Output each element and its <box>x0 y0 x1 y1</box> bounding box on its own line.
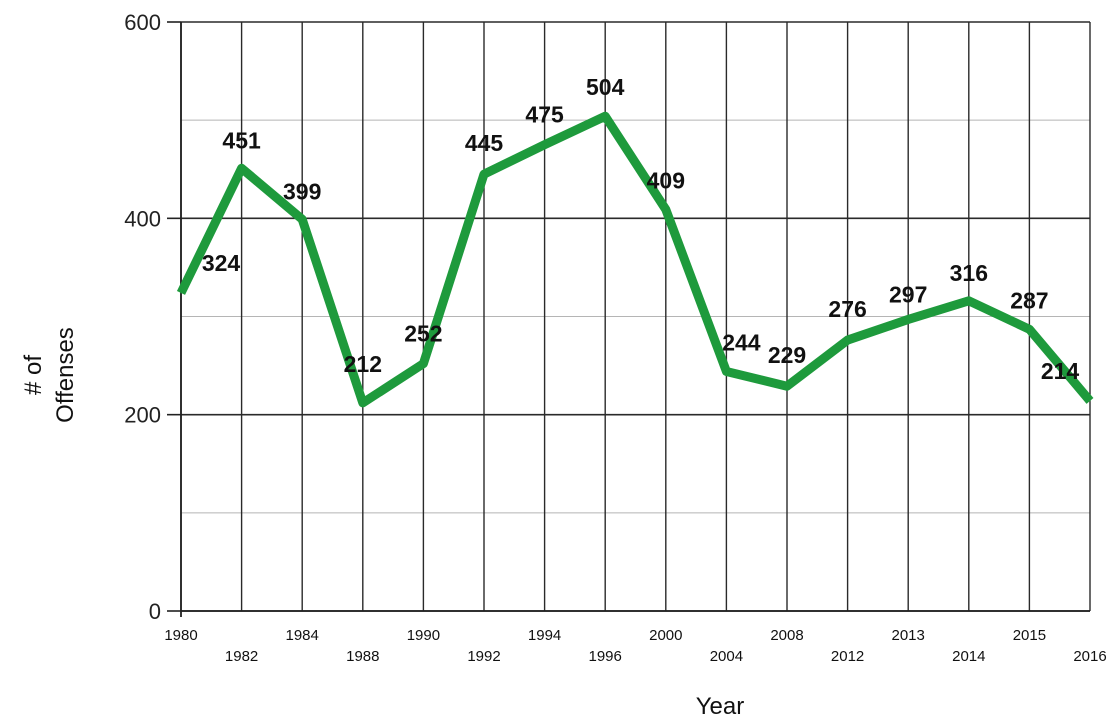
series-line <box>176 111 1094 408</box>
x-tick-labels: 1980 1982 1984 1988 1990 1992 1994 1996 2000 2004… <box>164 627 1106 665</box>
x-tick-label: 2000 <box>649 627 682 644</box>
x-tick-label: 1994 <box>528 627 561 644</box>
x-tick-label: 1992 <box>467 648 500 665</box>
data-point <box>301 218 303 220</box>
data-label: 409 <box>647 167 685 193</box>
data-point <box>544 144 546 146</box>
data-label: 451 <box>222 127 261 153</box>
y-tick-label: 0 <box>149 599 161 624</box>
data-label: 475 <box>525 102 564 128</box>
x-tick-label: 2004 <box>710 648 743 665</box>
data-point <box>604 115 606 117</box>
data-point <box>180 292 182 294</box>
data-label: 316 <box>950 260 988 286</box>
data-point <box>786 385 788 387</box>
x-tick-label: 1990 <box>407 627 440 644</box>
x-tick-label: 2013 <box>892 627 925 644</box>
data-point <box>1089 400 1091 402</box>
data-label: 229 <box>768 342 806 368</box>
x-tick-label: 2012 <box>831 648 864 665</box>
y-axis-title-line2: Offenses <box>52 327 79 423</box>
x-tick-label: 1988 <box>346 648 379 665</box>
data-point <box>241 167 243 169</box>
y-tick-labels: 0 200 400 600 <box>124 10 161 624</box>
x-tick-label: 2016 <box>1073 648 1106 665</box>
x-axis-title: Year <box>696 693 745 719</box>
data-label: 504 <box>586 74 625 100</box>
data-point <box>1028 328 1030 330</box>
data-label: 287 <box>1010 287 1048 313</box>
data-label: 244 <box>722 329 761 355</box>
y-axis-title: # of Offenses <box>20 327 79 423</box>
x-tick-label: 2015 <box>1013 627 1046 644</box>
x-tick-label: 1980 <box>164 627 197 644</box>
grid-lines <box>180 21 1091 612</box>
data-point <box>907 318 909 320</box>
series-offenses <box>176 111 1094 408</box>
data-point <box>968 300 970 302</box>
data-point <box>483 173 485 175</box>
x-tick-label: 1982 <box>225 648 258 665</box>
y-axis-title-line1: # of <box>20 355 47 395</box>
y-tick-label: 200 <box>124 403 161 428</box>
data-point <box>422 363 424 365</box>
data-label: 297 <box>889 281 927 307</box>
data-label: 252 <box>404 321 442 347</box>
data-point <box>847 339 849 341</box>
x-tick-label: 2014 <box>952 648 985 665</box>
x-tick-label: 1984 <box>286 627 319 644</box>
data-point <box>725 370 727 372</box>
data-point <box>665 208 667 210</box>
data-label: 212 <box>344 351 382 377</box>
y-tick-label: 400 <box>124 206 161 231</box>
data-label: 276 <box>828 296 866 322</box>
data-label: 324 <box>202 250 241 276</box>
data-labels: 324 451 399 212 252 445 475 504 409 244 229 276 297 3… <box>202 74 1080 384</box>
y-tick-label: 600 <box>124 10 161 35</box>
data-label: 445 <box>465 130 504 156</box>
x-tick-label: 2008 <box>770 627 803 644</box>
axes <box>167 21 1090 617</box>
x-tick-label: 1996 <box>589 648 622 665</box>
data-label: 214 <box>1041 358 1080 384</box>
data-label: 399 <box>283 178 321 204</box>
data-point <box>362 402 364 404</box>
